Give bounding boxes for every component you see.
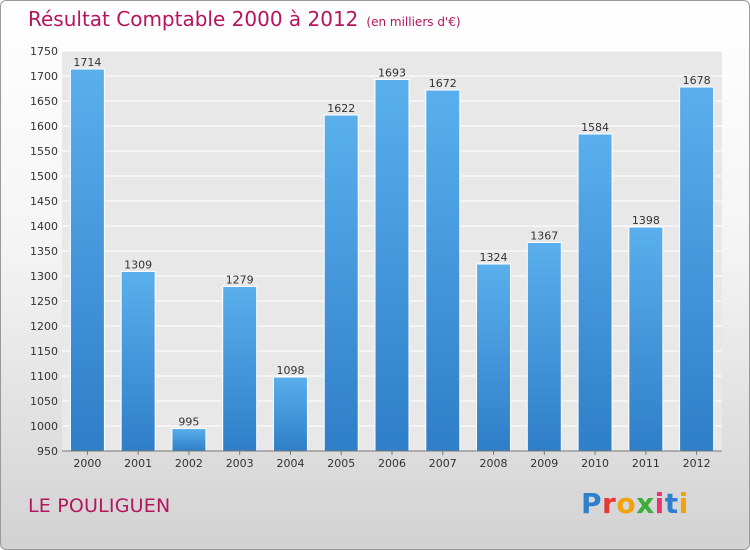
bar-2004 (272, 376, 308, 452)
chart-subtitle: (en milliers d'€) (366, 15, 461, 29)
y-tick-label: 1250 (30, 295, 58, 308)
y-tick-label: 1100 (30, 370, 58, 383)
y-tick-label: 1200 (30, 320, 58, 333)
x-tick-label-2001: 2001 (124, 457, 152, 470)
bar-2002 (171, 428, 207, 452)
bar-2001 (120, 271, 156, 452)
x-tick-label-2005: 2005 (327, 457, 355, 470)
bar-2010 (577, 133, 613, 452)
data-label-2006: 1693 (378, 67, 406, 80)
data-label-2003: 1279 (226, 274, 254, 287)
logo-letter: i (654, 487, 665, 520)
x-tick-label-2010: 2010 (581, 457, 609, 470)
x-tick-label-2011: 2011 (632, 457, 660, 470)
data-label-2009: 1367 (530, 230, 558, 243)
data-label-2005: 1622 (327, 102, 355, 115)
y-tick-label: 1300 (30, 270, 58, 283)
bar-2000 (69, 68, 105, 452)
bar-2006 (374, 79, 410, 452)
logo-letter: i (678, 487, 689, 520)
x-tick-label-2006: 2006 (378, 457, 406, 470)
bar-2009 (526, 242, 562, 452)
y-tick-label: 1600 (30, 120, 58, 133)
data-label-2002: 995 (178, 416, 199, 429)
x-tick-label-2004: 2004 (276, 457, 304, 470)
logo-letter: t (664, 487, 679, 520)
data-label-2010: 1584 (581, 121, 609, 134)
y-tick-label: 950 (37, 445, 58, 458)
data-label-2012: 1678 (683, 74, 711, 87)
bar-2011 (628, 226, 664, 452)
x-tick-label-2003: 2003 (226, 457, 254, 470)
bar-2005 (323, 114, 359, 452)
y-tick-label: 1150 (30, 345, 58, 358)
x-tick-label-2012: 2012 (683, 457, 711, 470)
bar-2008 (476, 263, 512, 452)
data-label-2007: 1672 (429, 77, 457, 90)
y-tick-label: 1400 (30, 220, 58, 233)
y-tick-label: 1450 (30, 195, 58, 208)
y-tick-label: 1050 (30, 395, 58, 408)
data-label-2004: 1098 (276, 364, 304, 377)
proxiti-logo: Proxiti (581, 487, 689, 520)
y-tick-label: 1700 (30, 70, 58, 83)
logo-letter: r (602, 487, 617, 520)
chart-title-block: Résultat Comptable 2000 à 2012 (en millie… (28, 7, 461, 31)
y-tick-label: 1550 (30, 145, 58, 158)
y-tick-label: 1500 (30, 170, 58, 183)
data-label-2008: 1324 (480, 251, 508, 264)
y-tick-label: 1000 (30, 420, 58, 433)
location-name: LE POULIGUEN (28, 495, 171, 517)
y-tick-label: 1750 (30, 45, 58, 58)
bar-2012 (679, 86, 715, 452)
data-label-2011: 1398 (632, 214, 660, 227)
data-label-2000: 1714 (73, 56, 101, 69)
x-tick-label-2009: 2009 (530, 457, 558, 470)
data-label-2001: 1309 (124, 259, 152, 272)
bar-2003 (222, 286, 258, 452)
logo-letter: P (581, 487, 603, 520)
x-tick-label-2008: 2008 (480, 457, 508, 470)
bar-2007 (425, 89, 461, 452)
x-tick-label-2007: 2007 (429, 457, 457, 470)
x-tick-label-2000: 2000 (73, 457, 101, 470)
y-tick-label: 1350 (30, 245, 58, 258)
logo-letter: o (616, 487, 637, 520)
y-tick-label: 1650 (30, 95, 58, 108)
chart-title: Résultat Comptable 2000 à 2012 (28, 7, 359, 31)
x-tick-label-2002: 2002 (175, 457, 203, 470)
logo-letter: x (636, 487, 655, 520)
